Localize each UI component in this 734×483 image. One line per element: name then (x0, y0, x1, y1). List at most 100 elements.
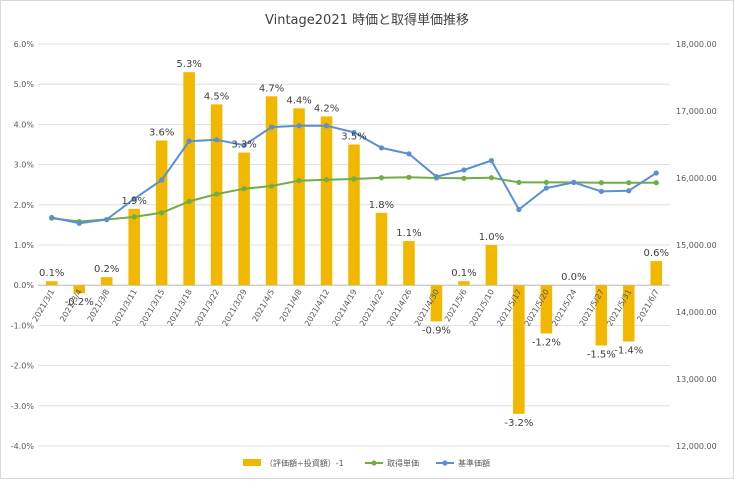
right-axis-tick: 16,000.00 (676, 174, 717, 183)
line-point (324, 123, 329, 128)
bar (293, 108, 305, 285)
bar (348, 145, 360, 286)
right-axis-tick: 14,000.00 (676, 308, 717, 317)
line-point (434, 174, 439, 179)
legend-label: 基準価額 (458, 458, 490, 468)
line-point (379, 145, 384, 150)
bar (376, 213, 388, 285)
bar (486, 245, 498, 285)
left-axis-tick: 1.0% (14, 241, 35, 250)
right-axis-tick: 12,000.00 (676, 442, 717, 451)
line-point (104, 217, 109, 222)
line-point (489, 158, 494, 163)
line-point (379, 175, 384, 180)
right-axis-tick: 13,000.00 (676, 375, 717, 384)
line-point (461, 167, 466, 172)
left-axis-tick: 2.0% (14, 201, 35, 210)
line-point (406, 151, 411, 156)
bar-data-label: 5.3% (176, 59, 201, 70)
bar (46, 281, 58, 285)
line-point (324, 177, 329, 182)
bar (403, 241, 415, 285)
bar-data-label: 1.0% (479, 232, 504, 243)
legend-marker (371, 460, 376, 465)
right-axis-tick: 15,000.00 (676, 241, 717, 250)
bar-data-label: 4.2% (314, 103, 339, 114)
line-point (296, 123, 301, 128)
bar-data-label: 3.3% (231, 140, 256, 151)
line-point (654, 170, 659, 175)
line-point (159, 210, 164, 215)
line-point (516, 180, 521, 185)
left-axis-tick: 3.0% (14, 161, 35, 170)
bar-data-label: 1.8% (369, 200, 394, 211)
line-point (351, 176, 356, 181)
line-point (214, 191, 219, 196)
bar (128, 209, 140, 285)
right-axis-tick: 17,000.00 (676, 107, 717, 116)
left-axis-tick: 4.0% (14, 120, 35, 129)
line-point (599, 180, 604, 185)
line-point (187, 139, 192, 144)
bar (650, 261, 662, 285)
bar-data-label: -0.9% (422, 325, 451, 336)
bar-data-label: 1.1% (396, 228, 421, 239)
line-point (49, 215, 54, 220)
chart-title: Vintage2021 時価と取得単価推移 (265, 12, 469, 28)
bar (238, 153, 250, 286)
legend-swatch (243, 459, 261, 466)
line-point (516, 207, 521, 212)
bar (183, 72, 195, 285)
line-point (571, 180, 576, 185)
bar-data-label: 4.7% (259, 83, 284, 94)
line-point (159, 177, 164, 182)
bar (458, 281, 470, 285)
left-axis-tick: -1.0% (11, 321, 35, 330)
line-point (296, 178, 301, 183)
bar-data-label: 1.9% (121, 196, 146, 207)
bar-data-label: 3.6% (149, 127, 174, 138)
bar-data-label: 0.1% (39, 268, 64, 279)
bar-data-label: 4.4% (286, 95, 311, 106)
line-point (489, 175, 494, 180)
line-point (132, 214, 137, 219)
left-axis-tick: -3.0% (11, 402, 35, 411)
bar (101, 277, 113, 285)
bar-data-label: 3.5% (341, 132, 366, 143)
left-axis-tick: 5.0% (14, 80, 35, 89)
bar-data-label: -1.5% (587, 350, 616, 361)
line-point (654, 180, 659, 185)
bar-data-label: -3.2% (504, 418, 533, 429)
bar-data-label: 0.1% (451, 268, 476, 279)
line-point (461, 176, 466, 181)
bar (321, 116, 333, 285)
line-point (544, 180, 549, 185)
legend-label: （評価額÷投資額）-1 (265, 458, 344, 468)
line-point (599, 189, 604, 194)
line-point (406, 175, 411, 180)
bar-data-label: 0.6% (644, 248, 669, 259)
line-point (241, 186, 246, 191)
line-point (626, 180, 631, 185)
bar-data-label: 0.0% (561, 272, 586, 283)
bar-data-label: 4.5% (204, 91, 229, 102)
legend-marker (442, 460, 447, 465)
line-point (187, 199, 192, 204)
bar-data-label: -1.2% (532, 337, 561, 348)
line-point (269, 183, 274, 188)
line-point (214, 137, 219, 142)
left-axis-tick: 0.0% (14, 281, 35, 290)
bar-data-label: 0.2% (94, 264, 119, 275)
line-point (269, 124, 274, 129)
right-axis-tick: 18,000.00 (676, 40, 717, 49)
line-point (626, 188, 631, 193)
left-axis-tick: -4.0% (11, 442, 35, 451)
legend-label: 取得単価 (387, 458, 419, 468)
bar-data-label: -1.4% (614, 345, 643, 356)
left-axis-tick: 6.0% (14, 40, 35, 49)
left-axis-tick: -2.0% (11, 362, 35, 371)
line-point (77, 221, 82, 226)
